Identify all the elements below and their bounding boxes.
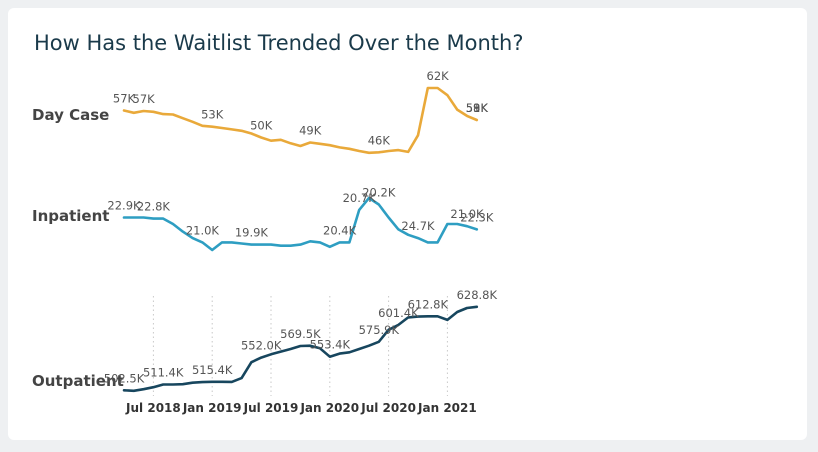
data-label: 628.8K: [457, 288, 498, 302]
data-label: 22.8K: [137, 200, 171, 214]
x-tick-label: Jan 2020: [299, 401, 359, 415]
data-label: 612.8K: [408, 297, 449, 311]
data-label: 20.2K: [362, 186, 396, 200]
data-label: 20.4K: [323, 223, 357, 237]
x-tick-label: Jan 2021: [417, 401, 477, 415]
data-label: 57K: [113, 92, 136, 106]
series-line-inpatient: [122, 196, 479, 252]
series-label-outpatient: Outpatient: [32, 372, 124, 390]
data-label: 553.4K: [310, 338, 351, 352]
data-label: 19.9K: [235, 226, 269, 240]
data-label: 21.0K: [450, 207, 484, 221]
data-label: 21.0K: [186, 223, 220, 237]
data-label: 575.9K: [359, 323, 400, 337]
data-label: 49K: [299, 123, 322, 137]
chart-title: How Has the Waitlist Trended Over the Mo…: [34, 31, 524, 55]
data-label: 511.4K: [143, 365, 184, 379]
x-tick-label: Jan 2019: [182, 401, 242, 415]
data-label: 57K: [133, 92, 156, 106]
series-line-outpatient: [122, 305, 479, 393]
data-label: 515.4K: [192, 363, 233, 377]
data-label: 59K: [466, 101, 489, 115]
data-label: 552.0K: [241, 339, 282, 353]
data-label: 569.5K: [280, 327, 321, 341]
data-label: 58K: [466, 101, 489, 115]
data-label: 50K: [250, 119, 273, 133]
data-label: 601.4K: [378, 306, 419, 320]
data-label: 20.7K: [343, 191, 377, 205]
x-tick-label: Jul 2018: [125, 401, 181, 415]
data-label: 46K: [368, 133, 391, 147]
data-label: 62K: [427, 69, 450, 83]
series-label-inpatient: Inpatient: [32, 207, 110, 225]
data-label: 53K: [201, 108, 224, 122]
x-tick-label: Jul 2019: [243, 401, 299, 415]
data-label: 51K: [466, 101, 489, 115]
chart-card: [8, 8, 807, 440]
series-label-day-case: Day Case: [32, 106, 110, 124]
data-label: 502.5K: [104, 371, 145, 385]
series-line-day-case: [122, 86, 479, 155]
data-label: 22.9K: [107, 199, 141, 213]
x-tick-label: Jul 2020: [360, 401, 416, 415]
data-label: 22.3K: [460, 210, 494, 224]
data-label: 24.7K: [401, 219, 435, 233]
